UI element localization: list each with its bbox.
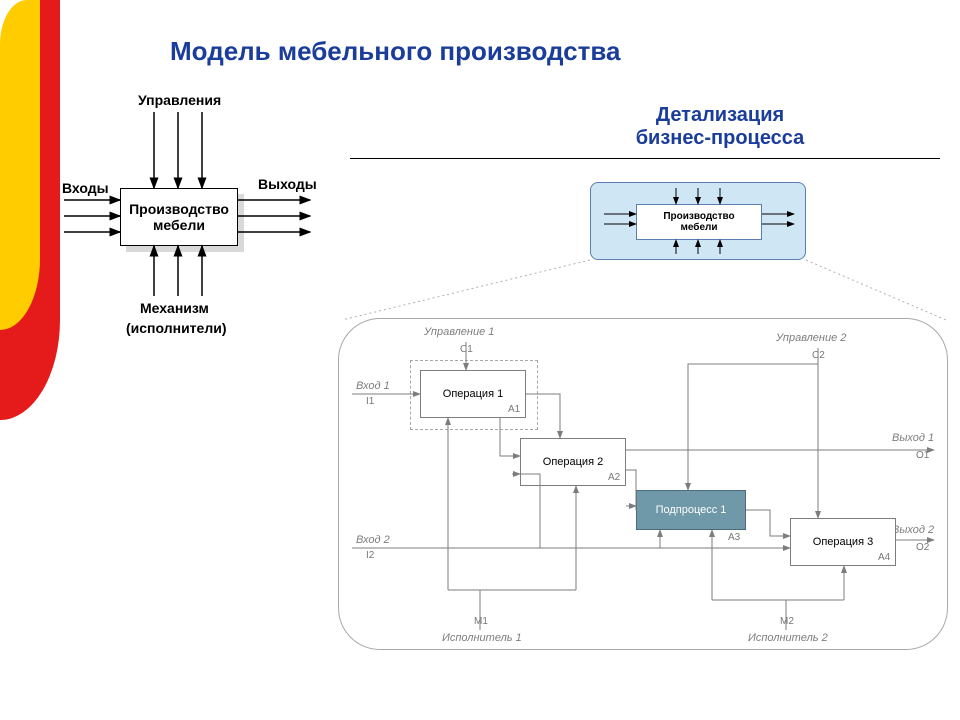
id-out1: O1 <box>916 450 929 461</box>
lbl-mech2: Исполнитель 2 <box>748 632 828 644</box>
subtitle: Детализация бизнес-процесса <box>620 104 820 150</box>
subtitle-line1: Детализация <box>656 104 784 126</box>
label-mechanism-2: (исполнители) <box>126 320 226 336</box>
context-inner-l2: мебели <box>680 222 717 234</box>
node-sub: Подпроцесс 1 <box>636 490 746 530</box>
label-controls: Управления <box>138 92 221 108</box>
subtitle-rule <box>350 158 940 159</box>
id-out2: O2 <box>916 542 929 553</box>
lbl-in2: Вход 2 <box>356 534 390 546</box>
lbl-out2: Выход 2 <box>892 524 934 536</box>
id-in2: I2 <box>366 550 374 561</box>
lbl-in1: Вход 1 <box>356 380 390 392</box>
id-mech2: M2 <box>780 616 794 627</box>
label-outputs: Выходы <box>258 176 317 192</box>
node-op2-tag: A2 <box>608 472 620 483</box>
node-sub-tag: A3 <box>728 532 740 543</box>
lbl-ctrl2: Управление 2 <box>776 332 846 344</box>
id-ctrl2: C2 <box>812 350 825 361</box>
page-title: Модель мебельного производства <box>170 36 620 67</box>
lbl-mech1: Исполнитель 1 <box>442 632 522 644</box>
label-mechanism-1: Механизм <box>140 300 209 316</box>
main-node-l1: Производство <box>129 201 229 217</box>
node-op1-label: Операция 1 <box>443 388 503 401</box>
id-mech1: M1 <box>474 616 488 627</box>
context-inner: Производство мебели <box>636 204 762 240</box>
node-op3-tag: A4 <box>878 552 890 563</box>
main-node-l2: мебели <box>153 217 205 233</box>
main-node: Производство мебели <box>120 188 238 246</box>
label-inputs: Входы <box>62 180 109 196</box>
lbl-out1: Выход 1 <box>892 432 934 444</box>
id-ctrl1: C1 <box>460 344 473 355</box>
subtitle-line2: бизнес-процесса <box>636 127 805 149</box>
node-sub-label: Подпроцесс 1 <box>656 504 727 517</box>
node-op1-tag: A1 <box>508 404 520 415</box>
context-inner-l1: Производство <box>663 211 734 223</box>
lbl-ctrl1: Управление 1 <box>424 326 494 338</box>
decor-yellow-shape <box>0 0 40 330</box>
node-op3-label: Операция 3 <box>813 536 873 549</box>
node-op2-label: Операция 2 <box>543 456 603 469</box>
id-in1: I1 <box>366 396 374 407</box>
